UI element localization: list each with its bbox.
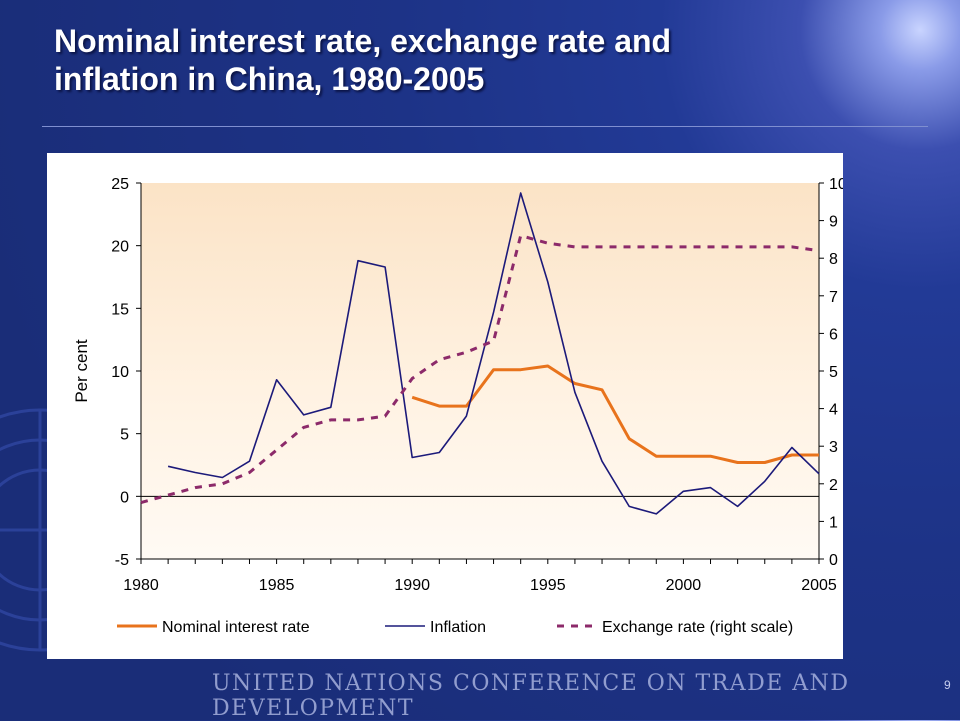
y2-tick-label: 3 xyxy=(829,439,838,456)
x-tick-label: 1980 xyxy=(123,577,159,594)
y-tick-label: 0 xyxy=(120,489,129,506)
y-tick-label: 5 xyxy=(120,427,129,444)
y2-tick-label: 8 xyxy=(829,251,838,268)
slide-title-line-1: Nominal interest rate, exchange rate and xyxy=(54,23,672,59)
x-tick-label: 1990 xyxy=(394,577,430,594)
x-tick-label: 2005 xyxy=(801,577,837,594)
legend-label: Nominal interest rate xyxy=(162,619,310,636)
y-tick-label: 20 xyxy=(111,239,129,256)
x-tick-label: 1995 xyxy=(530,577,566,594)
y2-tick-label: 0 xyxy=(829,552,838,569)
y2-tick-label: 2 xyxy=(829,477,838,494)
y2-tick-label: 7 xyxy=(829,289,838,306)
plot-background xyxy=(141,183,819,559)
y-tick-label: 25 xyxy=(111,176,129,193)
y-tick-label: 10 xyxy=(111,364,129,381)
nominal-interest-rate-line xyxy=(411,364,819,464)
y2-tick-label: 4 xyxy=(829,402,838,419)
x-tick-label: 2000 xyxy=(666,577,702,594)
page-number: 9 xyxy=(944,678,951,692)
y2-tick-label: 1 xyxy=(829,514,838,531)
footer-organization: UNITED NATIONS CONFERENCE ON TRADE AND D… xyxy=(212,671,850,721)
legend-label: Inflation xyxy=(430,619,486,636)
y2-tick-label: 10 xyxy=(829,176,843,193)
y-axis-title: Per cent xyxy=(72,339,91,403)
y2-tick-label: 9 xyxy=(829,214,838,231)
inflation-line xyxy=(167,192,820,515)
y2-tick-label: 6 xyxy=(829,326,838,343)
slide-title-line-2: inflation in China, 1980-2005 xyxy=(54,61,485,97)
y-tick-label: 15 xyxy=(111,301,129,318)
y2-tick-label: 5 xyxy=(829,364,838,381)
title-divider xyxy=(42,126,928,127)
x-tick-label: 1985 xyxy=(259,577,295,594)
y-tick-label: -5 xyxy=(115,552,129,569)
chart-panel: 25 20 15 10 5 0 -5 10 9 8 7 6 5 4 3 2 1 0 1980 1985 1990 1995… xyxy=(47,153,843,659)
legend-label: Exchange rate (right scale) xyxy=(602,619,793,636)
slide-title: Nominal interest rate, exchange rate and… xyxy=(54,22,874,98)
exchange-rate-line xyxy=(140,234,820,505)
